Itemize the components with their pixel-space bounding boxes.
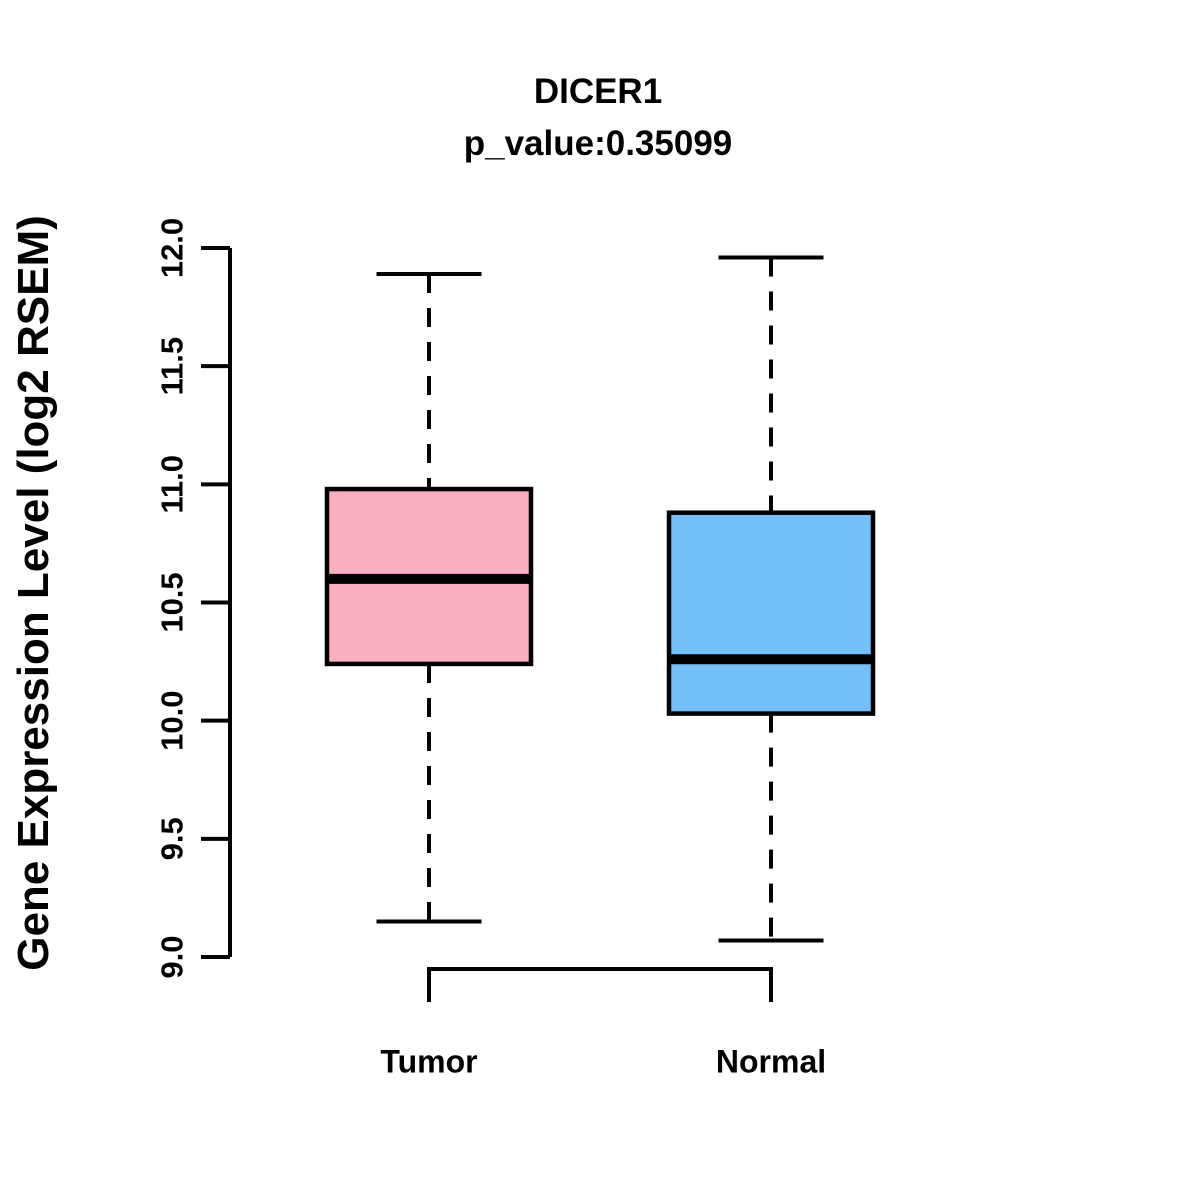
- y-axis-tick-label: 10.0: [155, 690, 190, 750]
- y-axis-tick-label: 9.0: [155, 935, 190, 978]
- y-axis-tick-label: 10.5: [155, 572, 190, 632]
- x-tick-label-tumor: Tumor: [380, 1043, 478, 1080]
- x-axis-line: [427, 967, 773, 1002]
- y-axis-tick-label: 12.0: [155, 218, 190, 278]
- y-axis-tick-label: 11.5: [155, 337, 190, 396]
- y-axis-tick-label: 11.0: [155, 455, 190, 514]
- chart-subtitle: p_value:0.35099: [463, 124, 733, 163]
- iqr-box-normal: [666, 510, 876, 716]
- y-axis-tick-label: 9.5: [155, 817, 190, 860]
- x-tick-label-normal: Normal: [715, 1043, 827, 1080]
- chart-title: DICER1: [533, 72, 663, 111]
